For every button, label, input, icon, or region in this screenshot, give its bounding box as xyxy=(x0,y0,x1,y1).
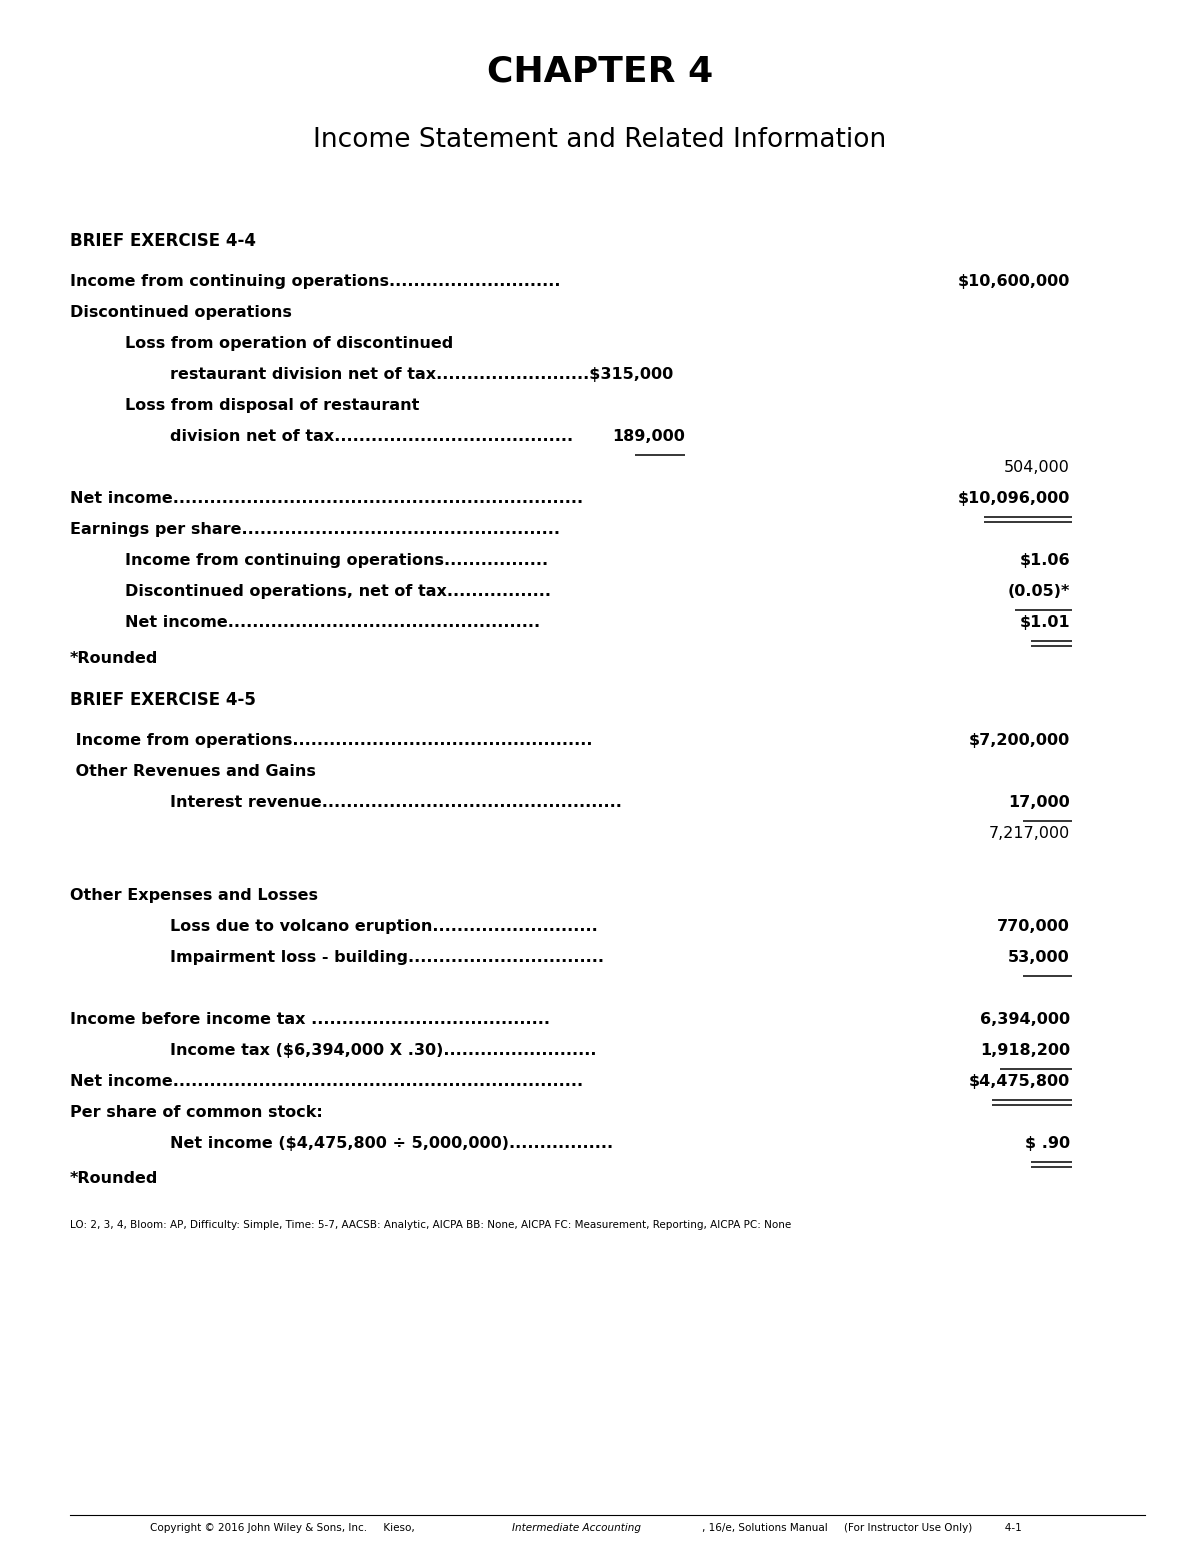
Text: *Rounded: *Rounded xyxy=(70,1171,158,1186)
Text: Loss due to volcano eruption...........................: Loss due to volcano eruption............… xyxy=(170,919,598,933)
Text: Earnings per share....................................................: Earnings per share......................… xyxy=(70,522,560,537)
Text: restaurant division net of tax.........................$315,000: restaurant division net of tax..........… xyxy=(170,367,673,382)
Text: $ .90: $ .90 xyxy=(1025,1135,1070,1151)
Text: , 16/e, Solutions Manual     (For Instructor Use Only)          4-1: , 16/e, Solutions Manual (For Instructor… xyxy=(702,1523,1021,1533)
Text: 53,000: 53,000 xyxy=(1008,949,1070,964)
Text: 1,918,200: 1,918,200 xyxy=(980,1042,1070,1058)
Text: 504,000: 504,000 xyxy=(1004,460,1070,475)
Text: Net income...................................................................: Net income..............................… xyxy=(70,491,583,506)
Text: Interest revenue.................................................: Interest revenue........................… xyxy=(170,795,622,809)
Text: BRIEF EXERCISE 4-5: BRIEF EXERCISE 4-5 xyxy=(70,691,256,708)
Text: 17,000: 17,000 xyxy=(1008,795,1070,809)
Text: Impairment loss - building................................: Impairment loss - building..............… xyxy=(170,949,604,964)
Text: 189,000: 189,000 xyxy=(612,429,685,444)
Text: Net income ($4,475,800 ÷ 5,000,000).................: Net income ($4,475,800 ÷ 5,000,000).....… xyxy=(170,1135,613,1151)
Text: $1.06: $1.06 xyxy=(1019,553,1070,568)
Text: Per share of common stock:: Per share of common stock: xyxy=(70,1104,323,1120)
Text: Copyright © 2016 John Wiley & Sons, Inc.     Kieso,: Copyright © 2016 John Wiley & Sons, Inc.… xyxy=(150,1523,418,1533)
Text: $7,200,000: $7,200,000 xyxy=(968,733,1070,747)
Text: Discontinued operations, net of tax.................: Discontinued operations, net of tax.....… xyxy=(125,584,551,599)
Text: $1.01: $1.01 xyxy=(1019,615,1070,631)
Text: Income from continuing operations.................: Income from continuing operations.......… xyxy=(125,553,548,568)
Text: Other Revenues and Gains: Other Revenues and Gains xyxy=(70,764,316,778)
Text: 770,000: 770,000 xyxy=(997,919,1070,933)
Text: Income Statement and Related Information: Income Statement and Related Information xyxy=(313,127,887,154)
Text: (0.05)*: (0.05)* xyxy=(1008,584,1070,599)
Text: division net of tax.......................................: division net of tax.....................… xyxy=(170,429,574,444)
Text: Other Expenses and Losses: Other Expenses and Losses xyxy=(70,888,318,902)
Text: *Rounded: *Rounded xyxy=(70,651,158,666)
Text: $4,475,800: $4,475,800 xyxy=(968,1073,1070,1089)
Text: LO: 2, 3, 4, Bloom: AP, Difficulty: Simple, Time: 5-7, AACSB: Analytic, AICPA BB: LO: 2, 3, 4, Bloom: AP, Difficulty: Simp… xyxy=(70,1219,791,1230)
Text: Income from operations.................................................: Income from operations..................… xyxy=(70,733,593,747)
Text: BRIEF EXERCISE 4-4: BRIEF EXERCISE 4-4 xyxy=(70,231,256,250)
Text: 6,394,000: 6,394,000 xyxy=(980,1011,1070,1027)
Text: Net income...................................................: Net income..............................… xyxy=(125,615,540,631)
Text: 7,217,000: 7,217,000 xyxy=(989,826,1070,840)
Text: $10,600,000: $10,600,000 xyxy=(958,273,1070,289)
Text: CHAPTER 4: CHAPTER 4 xyxy=(487,54,713,89)
Text: Loss from disposal of restaurant: Loss from disposal of restaurant xyxy=(125,398,419,413)
Text: Net income...................................................................: Net income..............................… xyxy=(70,1073,583,1089)
Text: Income before income tax .......................................: Income before income tax ...............… xyxy=(70,1011,550,1027)
Text: Discontinued operations: Discontinued operations xyxy=(70,304,292,320)
Text: Income tax ($6,394,000 X .30).........................: Income tax ($6,394,000 X .30)...........… xyxy=(170,1042,596,1058)
Text: Income from continuing operations............................: Income from continuing operations.......… xyxy=(70,273,560,289)
Text: Intermediate Accounting: Intermediate Accounting xyxy=(512,1523,641,1533)
Text: Loss from operation of discontinued: Loss from operation of discontinued xyxy=(125,335,454,351)
Text: $10,096,000: $10,096,000 xyxy=(958,491,1070,506)
